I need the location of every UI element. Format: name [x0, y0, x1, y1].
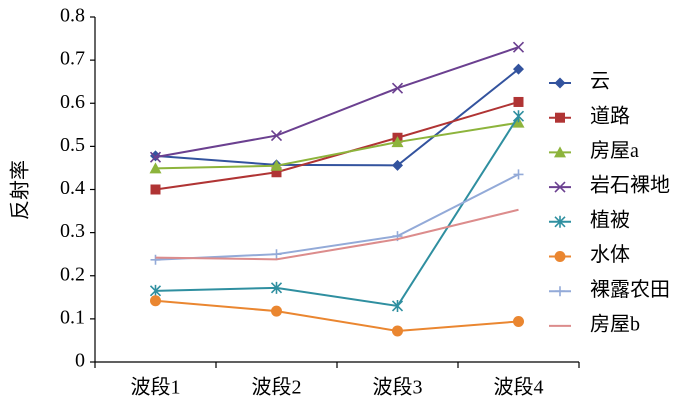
- y-tick-label: 0.2: [60, 263, 85, 285]
- series-line: [155, 68, 520, 167]
- x-tick-label: 波段4: [494, 376, 544, 399]
- series-line: [155, 208, 519, 261]
- marker: [554, 215, 566, 228]
- legend-label: 水体: [590, 243, 630, 266]
- legend-label: 岩石裸地: [590, 174, 670, 197]
- marker: [271, 249, 282, 260]
- y-tick-label: 0.4: [60, 177, 85, 199]
- marker: [555, 112, 565, 123]
- legend-label: 道路: [590, 104, 630, 127]
- marker: [149, 162, 162, 174]
- legend-label: 房屋b: [590, 312, 640, 335]
- marker: [270, 130, 283, 142]
- marker: [392, 159, 403, 171]
- marker: [150, 150, 161, 162]
- series-line: [155, 299, 519, 332]
- marker: [271, 167, 282, 178]
- marker: [150, 184, 161, 195]
- y-tick-label: 0.6: [60, 91, 85, 113]
- marker: [513, 315, 524, 327]
- marker: [554, 251, 566, 262]
- marker: [270, 281, 283, 294]
- y-tick-label: 0.3: [60, 220, 85, 242]
- legend-label: 裸露农田: [590, 278, 670, 301]
- marker: [391, 136, 404, 148]
- marker: [392, 325, 403, 337]
- marker: [512, 110, 525, 123]
- y-tick-label: 0: [75, 350, 85, 372]
- marker: [554, 181, 566, 193]
- series-line: [155, 115, 520, 308]
- legend-label: 房屋a: [590, 139, 639, 162]
- legend-label: 云: [590, 71, 610, 93]
- marker: [149, 151, 162, 163]
- y-tick-label: 0.1: [60, 306, 85, 328]
- marker: [270, 159, 283, 171]
- marker: [271, 305, 282, 317]
- marker: [512, 41, 525, 53]
- marker: [149, 284, 162, 297]
- x-tick-label: 波段1: [131, 376, 181, 399]
- marker: [554, 146, 566, 158]
- legend-label: 植被: [590, 208, 630, 231]
- y-tick-label: 0.7: [60, 48, 85, 70]
- y-tick-label: 0.8: [60, 5, 85, 27]
- marker: [555, 286, 565, 297]
- series-line: [155, 173, 519, 261]
- marker: [554, 77, 566, 89]
- marker: [391, 82, 404, 94]
- series-line: [155, 121, 519, 170]
- y-tick-label: 0.5: [60, 134, 85, 156]
- y-axis-label: 反射率: [9, 160, 32, 220]
- marker: [513, 96, 524, 107]
- marker: [150, 295, 161, 307]
- marker: [391, 299, 404, 312]
- marker: [513, 169, 524, 180]
- marker: [150, 254, 161, 265]
- x-tick-label: 波段3: [373, 376, 423, 399]
- series-line: [155, 46, 519, 159]
- x-tick-label: 波段2: [252, 376, 302, 399]
- marker: [513, 63, 524, 75]
- series-line: [155, 100, 519, 191]
